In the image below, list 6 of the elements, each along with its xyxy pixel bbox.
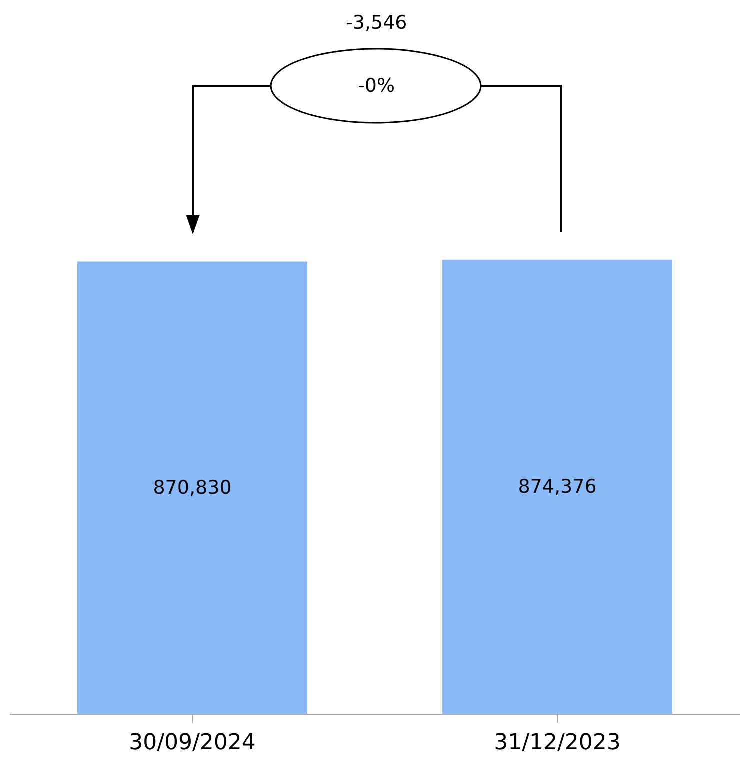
text: -0% — [358, 75, 395, 97]
data-label: 870,830 — [153, 476, 232, 499]
x-tick-label: 30/09/2024 — [129, 730, 256, 756]
data-label: 874,376 — [518, 476, 597, 498]
text: -3,546 — [346, 12, 408, 34]
x-tick-label: 31/12/2023 — [494, 730, 621, 756]
